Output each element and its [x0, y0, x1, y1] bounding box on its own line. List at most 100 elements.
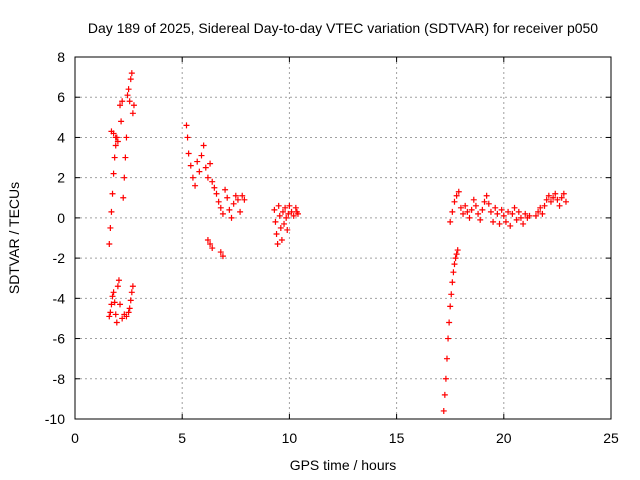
- data-point: [109, 190, 116, 197]
- data-point: [535, 208, 542, 215]
- data-point: [477, 216, 484, 223]
- y-axis-label: SDTVAR / TECUs: [6, 182, 22, 294]
- data-point: [550, 194, 557, 201]
- data-point: [278, 237, 285, 244]
- data-point: [129, 283, 136, 290]
- data-point: [217, 249, 224, 256]
- data-point: [475, 210, 482, 217]
- data-point: [513, 216, 520, 223]
- data-point: [517, 214, 524, 221]
- data-point: [532, 212, 539, 219]
- data-point: [126, 98, 133, 105]
- data-point: [219, 210, 226, 217]
- data-point: [200, 142, 207, 149]
- data-point: [109, 293, 116, 300]
- data-point: [207, 160, 214, 167]
- data-point: [123, 134, 130, 141]
- data-point: [122, 154, 129, 161]
- x-tick-label: 25: [603, 430, 619, 446]
- data-point: [110, 130, 117, 137]
- data-point: [520, 220, 527, 227]
- data-point: [207, 241, 214, 248]
- data-point: [115, 277, 122, 284]
- data-point: [215, 198, 222, 205]
- data-point: [124, 92, 131, 99]
- y-tick-label: 6: [57, 89, 65, 105]
- data-point: [537, 204, 544, 211]
- data-point: [472, 202, 479, 209]
- data-point: [187, 162, 194, 169]
- x-tick-label: 0: [71, 430, 79, 446]
- x-tick-label: 10: [282, 430, 298, 446]
- data-point: [448, 291, 455, 298]
- data-point: [560, 190, 567, 197]
- grid-lines: [75, 57, 611, 419]
- data-point: [490, 218, 497, 225]
- data-points: [106, 70, 569, 414]
- data-point: [125, 309, 132, 316]
- data-point: [196, 168, 203, 175]
- y-tick-label: 4: [57, 129, 65, 145]
- data-point: [453, 192, 460, 199]
- data-point: [509, 210, 516, 217]
- data-point: [502, 218, 509, 225]
- data-point: [282, 204, 289, 211]
- data-point: [479, 206, 486, 213]
- data-point: [543, 196, 550, 203]
- data-point: [239, 192, 246, 199]
- data-point: [545, 192, 552, 199]
- data-point: [498, 206, 505, 213]
- data-point: [290, 212, 297, 219]
- data-point: [128, 289, 135, 296]
- data-point: [445, 335, 452, 342]
- data-point: [454, 247, 461, 254]
- data-point: [449, 208, 456, 215]
- data-point: [224, 194, 231, 201]
- data-point: [558, 194, 565, 201]
- data-point: [183, 122, 190, 129]
- data-point: [271, 206, 278, 213]
- y-tick-label: -8: [53, 371, 66, 387]
- data-point: [450, 269, 457, 276]
- data-point: [451, 198, 458, 205]
- data-point: [466, 214, 473, 221]
- x-tick-label: 5: [178, 430, 186, 446]
- data-point: [294, 210, 301, 217]
- data-point: [114, 138, 121, 145]
- data-point: [447, 303, 454, 310]
- data-point: [273, 230, 280, 237]
- data-point: [457, 204, 464, 211]
- data-point: [275, 202, 282, 209]
- data-point: [449, 279, 456, 286]
- data-point: [189, 174, 196, 181]
- series-arc-1-low: [106, 277, 136, 326]
- data-point: [492, 204, 499, 211]
- data-point: [127, 297, 134, 304]
- data-point: [522, 210, 529, 217]
- y-tick-label: -2: [53, 250, 66, 266]
- data-point: [487, 208, 494, 215]
- data-point: [447, 218, 454, 225]
- data-point: [213, 190, 220, 197]
- data-point: [451, 261, 458, 268]
- y-tick-label: -10: [45, 411, 65, 427]
- data-point: [120, 194, 127, 201]
- data-point: [202, 164, 209, 171]
- x-tick-label: 20: [496, 430, 512, 446]
- data-point: [117, 301, 124, 308]
- x-tick-label: 15: [389, 430, 405, 446]
- data-point: [106, 313, 113, 320]
- x-tick-labels: 0 5 10 15 20 25: [71, 430, 619, 446]
- plot-frame: [74, 56, 612, 420]
- data-point: [556, 202, 563, 209]
- data-point: [562, 198, 569, 205]
- data-point: [285, 210, 292, 217]
- data-point: [114, 283, 121, 290]
- data-point: [470, 196, 477, 203]
- data-point: [462, 202, 469, 209]
- data-point: [126, 305, 133, 312]
- data-point: [111, 299, 118, 306]
- data-point: [110, 170, 117, 177]
- y-tick-label: -6: [53, 331, 66, 347]
- data-point: [554, 196, 561, 203]
